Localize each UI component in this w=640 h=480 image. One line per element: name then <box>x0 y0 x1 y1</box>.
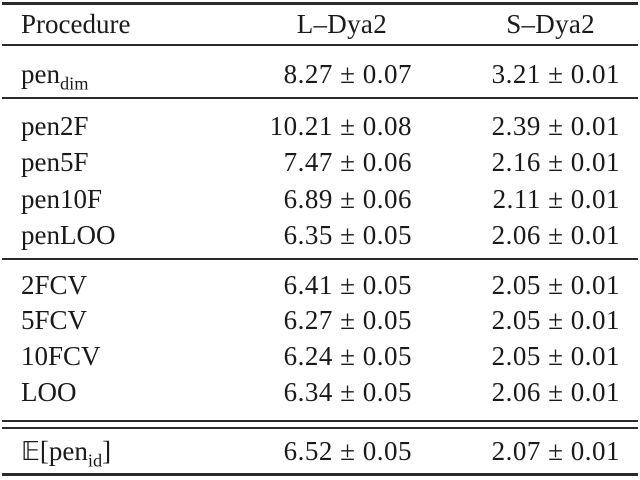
s-dya2-value: 2.07 ± 0.01 <box>491 436 620 466</box>
column-header-procedure: Procedure <box>21 9 131 39</box>
label-subscript: dim <box>59 73 89 94</box>
l-dya2-value: 6.34 ± 0.05 <box>283 377 412 407</box>
l-dya2-value: 8.27 ± 0.07 <box>283 59 412 89</box>
table-row-2fcv: 2FCV 6.41 ± 0.05 2.05 ± 0.01 <box>0 267 640 303</box>
table-row-10fcv: 10FCV 6.24 ± 0.05 2.05 ± 0.01 <box>0 338 640 374</box>
procedure-label: pen2F <box>21 111 89 141</box>
l-dya2-value: 6.52 ± 0.05 <box>283 436 412 466</box>
rule-top <box>2 2 638 5</box>
s-dya2-value: 2.06 ± 0.01 <box>491 377 620 407</box>
table-row-expected-pen-id: 𝔼[penid] 6.52 ± 0.05 2.07 ± 0.01 <box>0 433 640 470</box>
s-dya2-value: 2.16 ± 0.01 <box>491 147 620 177</box>
table-row-loo: LOO 6.34 ± 0.05 2.06 ± 0.01 <box>0 374 640 410</box>
procedure-label: pen10F <box>21 184 102 214</box>
table-row-pendim: pendim 8.27 ± 0.07 3.21 ± 0.01 <box>0 56 640 94</box>
s-dya2-value: 2.06 ± 0.01 <box>491 220 620 250</box>
l-dya2-value: 6.24 ± 0.05 <box>283 341 412 371</box>
rule-below-pendim <box>2 97 638 99</box>
table-row-pen5f: pen5F 7.47 ± 0.06 2.16 ± 0.01 <box>0 144 640 180</box>
s-dya2-value: 2.05 ± 0.01 <box>491 270 620 300</box>
s-dya2-value: 2.05 ± 0.01 <box>491 341 620 371</box>
procedure-label: penLOO <box>21 220 116 250</box>
procedure-label: LOO <box>21 377 77 407</box>
table-row-pen10f: pen10F 6.89 ± 0.06 2.11 ± 0.01 <box>0 181 640 217</box>
l-dya2-value: 6.35 ± 0.05 <box>283 220 412 250</box>
column-header-l-dya2: L–Dya2 <box>296 9 387 39</box>
l-dya2-value: 6.89 ± 0.06 <box>283 184 412 214</box>
procedure-label: pen5F <box>21 147 89 177</box>
rule-below-pen-group <box>2 258 638 260</box>
table-row-pen2f: pen2F 10.21 ± 0.08 2.39 ± 0.01 <box>0 108 640 144</box>
column-header-s-dya2: S–Dya2 <box>506 9 595 39</box>
procedure-label: 10FCV <box>21 341 101 371</box>
label-subscript: id <box>87 449 103 470</box>
procedure-label: 𝔼[penid] <box>0 433 240 470</box>
l-dya2-value: 10.21 ± 0.08 <box>269 111 412 141</box>
s-dya2-value: 2.05 ± 0.01 <box>491 305 620 335</box>
s-dya2-value: 2.39 ± 0.01 <box>491 111 620 141</box>
l-dya2-value: 6.27 ± 0.05 <box>283 305 412 335</box>
blackboard-e-symbol: 𝔼 <box>21 436 40 467</box>
procedure-label: 5FCV <box>21 305 88 335</box>
procedure-label: 2FCV <box>21 270 88 300</box>
l-dya2-value: 7.47 ± 0.06 <box>283 147 412 177</box>
rule-below-header <box>2 44 638 46</box>
table-row-penloo: penLOO 6.35 ± 0.05 2.06 ± 0.01 <box>0 217 640 253</box>
procedure-label: pendim <box>0 56 240 94</box>
rule-double-lower <box>2 427 638 429</box>
rule-bottom <box>2 473 638 476</box>
label-closing-bracket: ] <box>102 435 112 466</box>
s-dya2-value: 2.11 ± 0.01 <box>492 184 620 214</box>
l-dya2-value: 6.41 ± 0.05 <box>283 270 412 300</box>
s-dya2-value: 3.21 ± 0.01 <box>491 59 620 89</box>
label-text: pen <box>21 59 60 89</box>
label-text: [pen <box>39 435 88 466</box>
table-header-row: Procedure L–Dya2 S–Dya2 <box>0 6 640 42</box>
table-row-5fcv: 5FCV 6.27 ± 0.05 2.05 ± 0.01 <box>0 302 640 338</box>
rule-double-upper <box>2 420 638 422</box>
